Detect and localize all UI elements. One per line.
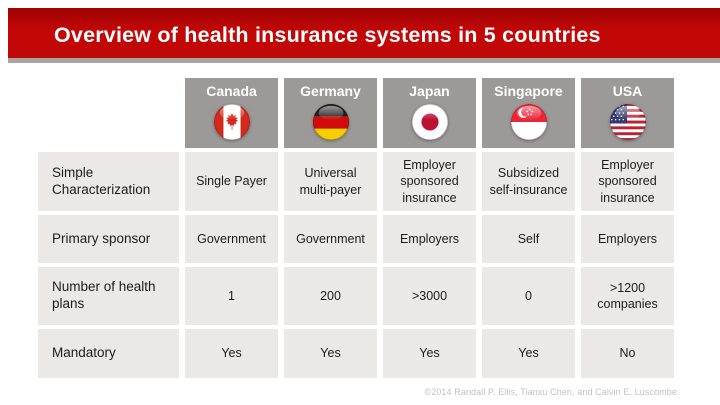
country-name: Canada [206, 83, 257, 99]
table-cell: Yes [284, 329, 377, 378]
table-cell: Single Payer [185, 152, 278, 211]
column-header-canada: Canada [185, 78, 278, 148]
country-name: Germany [300, 83, 361, 99]
table-cell: Government [284, 215, 377, 263]
table-cell: 1 [185, 267, 278, 325]
germany-flag-icon [312, 104, 349, 141]
table-cell: No [581, 329, 674, 378]
table-cell: Subsidized self-insurance [482, 152, 575, 211]
row-label-simple-characterization: Simple Characterization [38, 152, 179, 211]
country-name: USA [612, 83, 643, 99]
table-cell: Universal multi-payer [284, 152, 377, 211]
table-corner-cell [38, 78, 179, 148]
table-cell: 0 [482, 267, 575, 325]
table-cell: 200 [284, 267, 377, 325]
japan-flag-icon [411, 104, 448, 141]
usa-flag-icon [609, 104, 646, 141]
row-label-primary-sponsor: Primary sponsor [38, 215, 179, 263]
banner-underline [8, 58, 720, 63]
table-cell: Employer sponsored insurance [383, 152, 476, 211]
canada-flag-icon [213, 104, 250, 141]
table-cell: Employers [383, 215, 476, 263]
title-banner: Overview of health insurance systems in … [8, 8, 720, 58]
copyright-credit: ©2014 Randall P. Ellis, Tianxu Chen, and… [424, 387, 677, 397]
table-cell: Employers [581, 215, 674, 263]
table-cell: Employer sponsored insurance [581, 152, 674, 211]
row-label-number-of-health-plans: Number of health plans [38, 267, 179, 325]
table-cell: >3000 [383, 267, 476, 325]
table-cell: >1200 companies [581, 267, 674, 325]
table-cell: Government [185, 215, 278, 263]
table-cell: Yes [482, 329, 575, 378]
column-header-germany: Germany [284, 78, 377, 148]
slide-title: Overview of health insurance systems in … [54, 22, 601, 47]
country-name: Singapore [494, 83, 563, 99]
table-cell: Yes [185, 329, 278, 378]
insurance-comparison-table: Canada Germany [38, 78, 674, 378]
column-header-usa: USA [581, 78, 674, 148]
country-name: Japan [409, 83, 450, 99]
column-header-singapore: Singapore [482, 78, 575, 148]
singapore-flag-icon [510, 104, 547, 141]
table-cell: Self [482, 215, 575, 263]
row-label-mandatory: Mandatory [38, 329, 179, 378]
column-header-japan: Japan [383, 78, 476, 148]
table-cell: Yes [383, 329, 476, 378]
